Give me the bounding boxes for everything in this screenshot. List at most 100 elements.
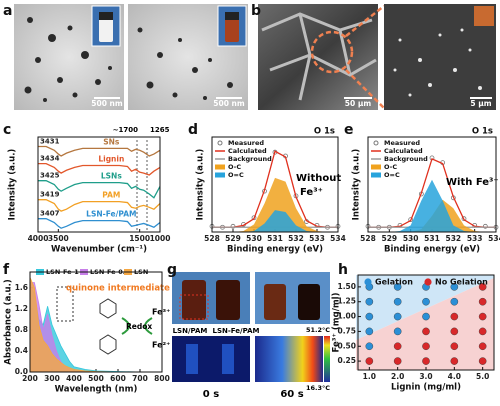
sem-images <box>258 4 496 110</box>
x-axis-label: Wavenumber (cm⁻¹) <box>51 245 147 255</box>
point <box>451 328 458 335</box>
chart-title: O 1s <box>472 127 493 137</box>
legend-label: O-C <box>384 163 397 171</box>
legend-swatch <box>371 165 381 170</box>
y-axis-label: Intensity (a.u.) <box>196 149 206 221</box>
y-axis-label: Intensity (a.u.) <box>352 149 362 221</box>
x-tick-label: 3.0 <box>419 372 432 381</box>
point <box>451 343 458 350</box>
peak-label: 3434 <box>40 155 60 163</box>
y-tick-label: 1.2 <box>15 304 28 313</box>
point <box>394 357 401 364</box>
x-tick-label: 400 <box>66 374 82 383</box>
x-axis-label: Binding energy (eV) <box>384 245 480 255</box>
legend-swatch <box>215 173 225 178</box>
redox-sketch <box>57 287 152 354</box>
x-tick-label: 2.0 <box>391 372 404 381</box>
x-tick-label: 1000 <box>150 234 171 243</box>
point <box>422 313 429 320</box>
x-tick-label: 600 <box>110 374 126 383</box>
tem-images <box>14 4 248 110</box>
series-label: SNs <box>103 137 120 146</box>
annotation: Fe²⁺ <box>152 341 170 350</box>
point <box>479 357 486 364</box>
y-axis-label: Intensity (a.u.) <box>8 149 18 221</box>
point <box>366 298 373 305</box>
x-axis-label: Binding energy (eV) <box>227 245 323 255</box>
series-label: LSN-Fe/PAM <box>86 210 136 219</box>
point <box>479 313 486 320</box>
point <box>451 357 458 364</box>
x-tick-label: 530 <box>403 234 419 243</box>
annotation: ~1700 <box>113 126 138 134</box>
x-tick-label: 532 <box>288 234 304 243</box>
point <box>394 313 401 320</box>
legend-label: Measured <box>228 139 264 147</box>
annotation: quinone intermediate <box>66 284 170 294</box>
sample-label: LSN-Fe/PAM <box>213 327 260 335</box>
x-tick-label: 800 <box>154 374 170 383</box>
point <box>451 313 458 320</box>
legend-marker <box>424 278 431 285</box>
legend-marker <box>364 278 371 285</box>
x-tick-label: 4.0 <box>448 372 461 381</box>
x-tick-label: 3500 <box>48 234 69 243</box>
legend-label: Background <box>228 155 272 163</box>
peak-label: 3425 <box>40 172 60 180</box>
point <box>394 328 401 335</box>
annotation: With Fe³⁺ <box>446 177 499 188</box>
x-tick-label: 529 <box>382 234 398 243</box>
y-tick-label: 0.4 <box>15 346 28 355</box>
x-tick-label: 528 <box>360 234 376 243</box>
legend-label: O-C <box>228 163 241 171</box>
legend-label: Measured <box>384 139 420 147</box>
x-tick-label: 528 <box>204 234 220 243</box>
x-tick-label: 500 <box>88 374 104 383</box>
legend-label: No Gelation <box>435 278 488 287</box>
y-axis-label: Absorbance (a.u.) <box>4 279 14 365</box>
x-tick-label: 531 <box>424 234 440 243</box>
x-tick-label: 530 <box>246 234 262 243</box>
panel-label: f <box>3 262 10 278</box>
legend-label: Calculated <box>228 147 267 155</box>
x-tick-label: 4000 <box>28 234 49 243</box>
point <box>422 298 429 305</box>
line <box>38 219 160 229</box>
panel-label: a <box>3 3 12 19</box>
point <box>479 298 486 305</box>
x-tick-label: 300 <box>44 374 60 383</box>
annotation: 1265 <box>150 126 170 134</box>
point <box>394 343 401 350</box>
y-tick-label: 1.50 <box>337 282 356 291</box>
legend-label: O=C <box>228 171 244 179</box>
point <box>451 298 458 305</box>
legend-marker <box>218 141 222 145</box>
x-tick-label: 1500 <box>129 234 150 243</box>
panel-label: c <box>3 122 11 138</box>
scale-bar-label: 5 μm <box>470 99 491 108</box>
series-label: Lignin <box>98 155 124 164</box>
temperature-label: 16.3°C <box>306 384 330 392</box>
scale-bar-label: 500 nm <box>213 99 245 108</box>
point <box>479 328 486 335</box>
legend-label: Background <box>384 155 428 163</box>
x-tick-label: 529 <box>225 234 241 243</box>
sample-label: LSN/PAM <box>173 327 208 335</box>
legend-swatch <box>371 173 381 178</box>
series-label: LSNs <box>101 172 122 181</box>
legend-label: Calculated <box>384 147 423 155</box>
point <box>422 343 429 350</box>
panel-label: b <box>251 3 261 19</box>
panel-label: d <box>188 122 198 138</box>
x-tick-label: 534 <box>330 234 346 243</box>
x-tick-label: 700 <box>132 374 148 383</box>
x-axis-label: Wavelength (nm) <box>55 385 138 395</box>
peak-label: 3407 <box>40 210 60 218</box>
legend-label: O=C <box>384 171 400 179</box>
temperature-label: 51.2°C <box>306 326 330 334</box>
annotation: Without <box>296 173 341 184</box>
